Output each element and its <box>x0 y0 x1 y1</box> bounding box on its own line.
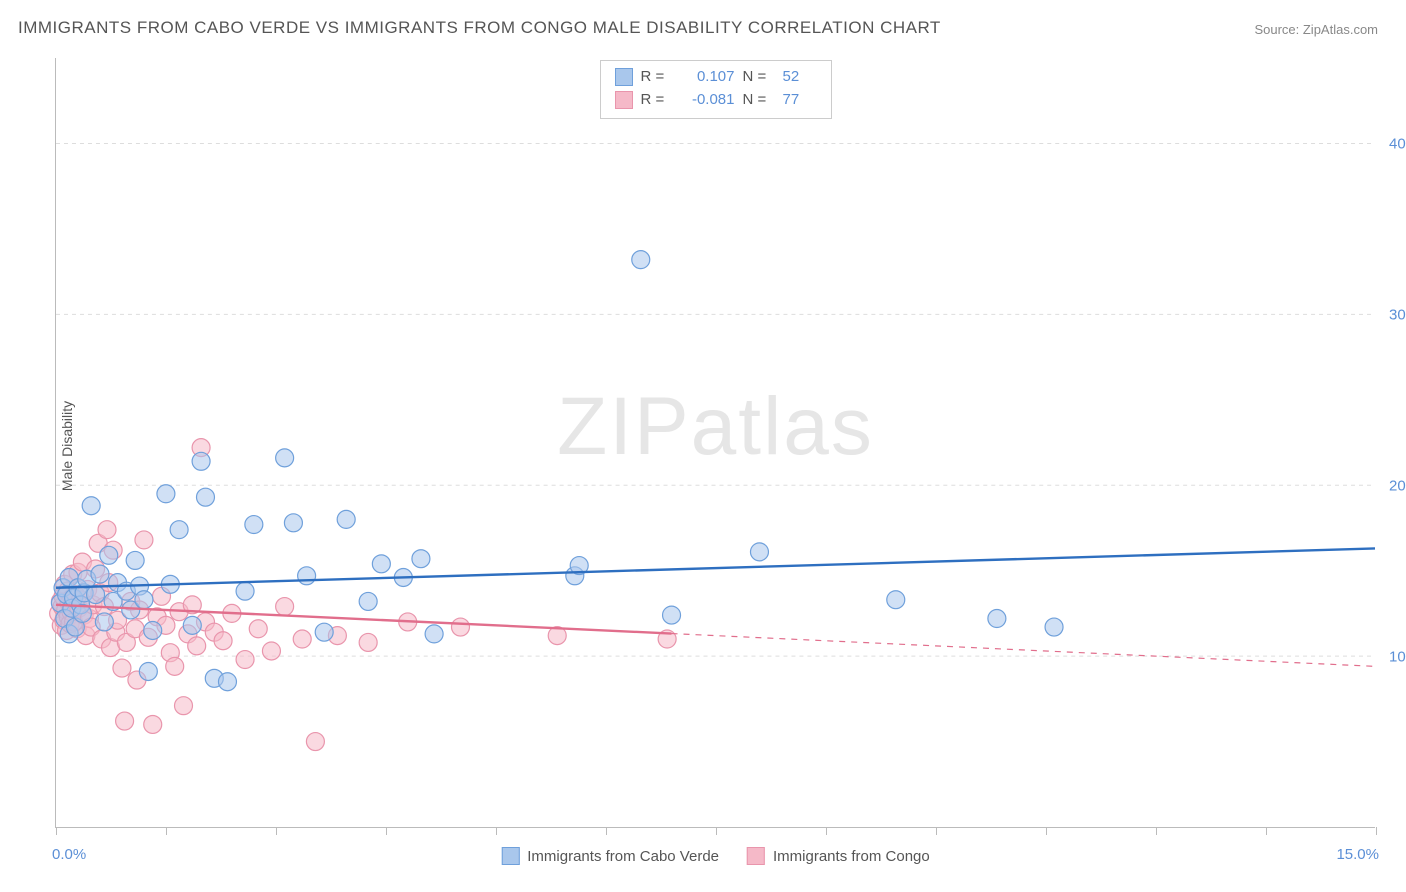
scatter-point <box>276 449 294 467</box>
scatter-point <box>175 697 193 715</box>
scatter-point <box>135 591 153 609</box>
scatter-point <box>372 555 390 573</box>
scatter-point <box>632 251 650 269</box>
scatter-point <box>82 497 100 515</box>
y-tick-label: 10.0% <box>1381 648 1406 665</box>
y-tick-label: 20.0% <box>1381 477 1406 494</box>
legend-swatch-a <box>501 847 519 865</box>
y-tick-label: 40.0% <box>1381 135 1406 152</box>
x-tick <box>496 827 497 835</box>
x-tick <box>936 827 937 835</box>
legend-item-a: Immigrants from Cabo Verde <box>501 847 719 865</box>
scatter-point <box>452 618 470 636</box>
x-axis-max-label: 15.0% <box>1336 846 1379 863</box>
legend-label-a: Immigrants from Cabo Verde <box>527 848 719 865</box>
scatter-point <box>236 651 254 669</box>
scatter-point <box>95 613 113 631</box>
scatter-point <box>284 514 302 532</box>
x-axis-min-label: 0.0% <box>52 846 86 863</box>
x-tick <box>56 827 57 835</box>
scatter-point <box>157 485 175 503</box>
scatter-point <box>425 625 443 643</box>
scatter-point <box>276 598 294 616</box>
scatter-point <box>166 657 184 675</box>
bottom-legend: Immigrants from Cabo Verde Immigrants fr… <box>501 847 929 865</box>
y-tick-label: 30.0% <box>1381 306 1406 323</box>
scatter-point <box>100 546 118 564</box>
scatter-point <box>116 712 134 730</box>
scatter-point <box>87 586 105 604</box>
r-value-b: -0.081 <box>677 88 735 111</box>
x-tick <box>606 827 607 835</box>
x-tick <box>1376 827 1377 835</box>
scatter-point <box>988 610 1006 628</box>
scatter-point <box>245 516 263 534</box>
swatch-series-a <box>615 68 633 86</box>
legend-label-b: Immigrants from Congo <box>773 848 930 865</box>
scatter-point <box>170 521 188 539</box>
scatter-point <box>663 606 681 624</box>
scatter-point <box>315 623 333 641</box>
source-attribution: Source: ZipAtlas.com <box>1254 22 1378 37</box>
x-tick <box>716 827 717 835</box>
scatter-point <box>306 733 324 751</box>
scatter-point <box>144 621 162 639</box>
chart-svg <box>56 58 1375 827</box>
scatter-point <box>249 620 267 638</box>
r-value-a: 0.107 <box>677 65 735 88</box>
legend-swatch-b <box>747 847 765 865</box>
scatter-point <box>359 633 377 651</box>
scatter-point <box>214 632 232 650</box>
scatter-point <box>293 630 311 648</box>
scatter-point <box>144 715 162 733</box>
scatter-point <box>98 521 116 539</box>
x-tick <box>1156 827 1157 835</box>
scatter-point <box>750 543 768 561</box>
scatter-point <box>359 592 377 610</box>
x-tick <box>1046 827 1047 835</box>
scatter-point <box>126 551 144 569</box>
n-value-a: 52 <box>783 65 817 88</box>
scatter-point <box>135 531 153 549</box>
scatter-point <box>192 452 210 470</box>
x-tick <box>276 827 277 835</box>
scatter-point <box>183 616 201 634</box>
scatter-point <box>262 642 280 660</box>
x-tick <box>826 827 827 835</box>
x-tick <box>1266 827 1267 835</box>
n-value-b: 77 <box>783 88 817 111</box>
scatter-point <box>188 637 206 655</box>
scatter-point <box>91 565 109 583</box>
x-tick <box>166 827 167 835</box>
scatter-point <box>218 673 236 691</box>
stats-row-series-b: R = -0.081 N = 77 <box>615 88 817 111</box>
scatter-point <box>113 659 131 677</box>
scatter-point <box>887 591 905 609</box>
trend-line <box>56 548 1375 587</box>
scatter-point <box>1045 618 1063 636</box>
scatter-point <box>139 663 157 681</box>
scatter-point <box>337 510 355 528</box>
x-tick <box>386 827 387 835</box>
legend-item-b: Immigrants from Congo <box>747 847 930 865</box>
swatch-series-b <box>615 91 633 109</box>
trend-line-dashed <box>672 634 1375 667</box>
scatter-point <box>298 567 316 585</box>
stats-row-series-a: R = 0.107 N = 52 <box>615 65 817 88</box>
scatter-point <box>412 550 430 568</box>
scatter-point <box>196 488 214 506</box>
scatter-point <box>236 582 254 600</box>
plot-area: ZIPatlas R = 0.107 N = 52 R = -0.081 N =… <box>55 58 1375 828</box>
chart-title: IMMIGRANTS FROM CABO VERDE VS IMMIGRANTS… <box>18 18 941 38</box>
correlation-stats-box: R = 0.107 N = 52 R = -0.081 N = 77 <box>600 60 832 119</box>
